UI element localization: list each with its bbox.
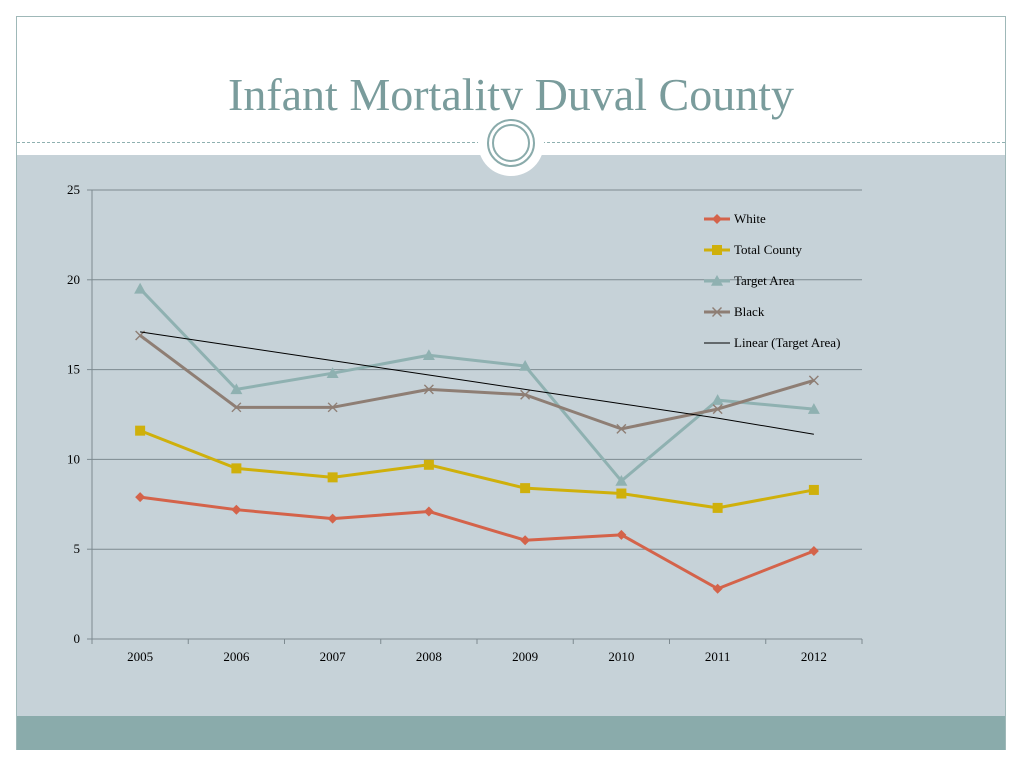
x-tick-label: 2011 (705, 649, 731, 664)
data-point-black (616, 423, 627, 434)
data-point-black (520, 389, 531, 400)
data-point-white (423, 506, 434, 517)
legend-item-white: White (704, 211, 766, 226)
legend-marker-white (712, 214, 722, 224)
data-point-total-county (520, 483, 531, 494)
x-tick-label: 2006 (223, 649, 250, 664)
data-point-total-county (135, 425, 146, 436)
data-point-target-area (807, 403, 820, 414)
legend-label-total-county: Total County (734, 242, 803, 257)
series-line-total-county (139, 429, 815, 510)
legend-label-white: White (734, 211, 766, 226)
legend: White Total County Target Area Black Linear … (704, 211, 840, 350)
x-tick-label: 2009 (512, 649, 538, 664)
data-point-black (808, 375, 819, 386)
legend-item-linear-target-area: Linear (Target Area) (704, 335, 840, 350)
data-point-white (616, 529, 627, 540)
y-tick-label: 5 (74, 541, 81, 556)
data-point-total-county (231, 463, 242, 474)
y-tick-label: 15 (67, 362, 80, 377)
x-tick-label: 2010 (608, 649, 634, 664)
data-point-target-area (422, 349, 435, 361)
legend-label-linear-target-area: Linear (Target Area) (734, 335, 840, 350)
data-point-black (327, 402, 338, 413)
series-line-target-area (139, 287, 815, 483)
data-point-target-area (711, 394, 724, 405)
circle-ornament-icon (478, 110, 544, 176)
series-linear-target-area (140, 331, 814, 435)
data-point-target-area (134, 282, 147, 294)
data-point-black (712, 404, 723, 415)
y-tick-label: 0 (74, 631, 81, 646)
ornament-outer-ring (487, 119, 535, 167)
y-tick-label: 10 (67, 451, 80, 466)
series-total-county (135, 425, 819, 513)
trendline-linear-target-area (140, 331, 814, 435)
data-point-black (423, 384, 434, 395)
data-point-black (231, 402, 242, 413)
legend-label-black: Black (734, 304, 765, 319)
series-layer (134, 282, 820, 594)
data-point-target-area (326, 367, 339, 378)
bottom-band (17, 716, 1005, 750)
grid-layer (92, 189, 862, 550)
axis-layer: 0 5 10 15 20 25 2005 2006 2007 2008 2009 2010 2011 20… (67, 182, 863, 664)
data-point-white (712, 583, 723, 594)
ornament-inner-ring (492, 124, 530, 162)
y-tick-label: 20 (67, 272, 80, 287)
legend-item-black: Black (704, 304, 765, 319)
series-line-black (139, 334, 815, 431)
data-point-white (808, 545, 819, 556)
legend-marker-total-county (712, 245, 722, 255)
x-tick-label: 2007 (320, 649, 347, 664)
data-point-target-area (230, 383, 243, 395)
data-point-target-area (615, 474, 628, 486)
x-tick-label: 2008 (416, 649, 442, 664)
series-white (135, 492, 819, 594)
series-line-white (139, 495, 815, 591)
content-panel (17, 155, 1005, 716)
legend-marker-black (712, 307, 722, 317)
data-point-total-county (423, 459, 434, 470)
x-tick-label: 2012 (801, 649, 827, 664)
data-point-white (520, 535, 531, 546)
data-point-white (135, 492, 146, 503)
data-point-total-county (808, 484, 819, 495)
legend-item-target-area: Target Area (704, 273, 795, 288)
y-tick-label: 25 (67, 182, 80, 197)
x-tick-label: 2005 (127, 649, 153, 664)
data-point-target-area (519, 360, 532, 371)
series-black (135, 330, 819, 434)
data-point-white (327, 513, 338, 524)
legend-item-total-county: Total County (704, 242, 803, 257)
data-point-total-county (616, 488, 627, 499)
legend-marker-target-area (711, 275, 723, 286)
data-point-total-county (712, 502, 723, 513)
data-point-total-county (327, 472, 338, 483)
legend-label-target-area: Target Area (734, 273, 795, 288)
data-point-white (231, 504, 242, 515)
